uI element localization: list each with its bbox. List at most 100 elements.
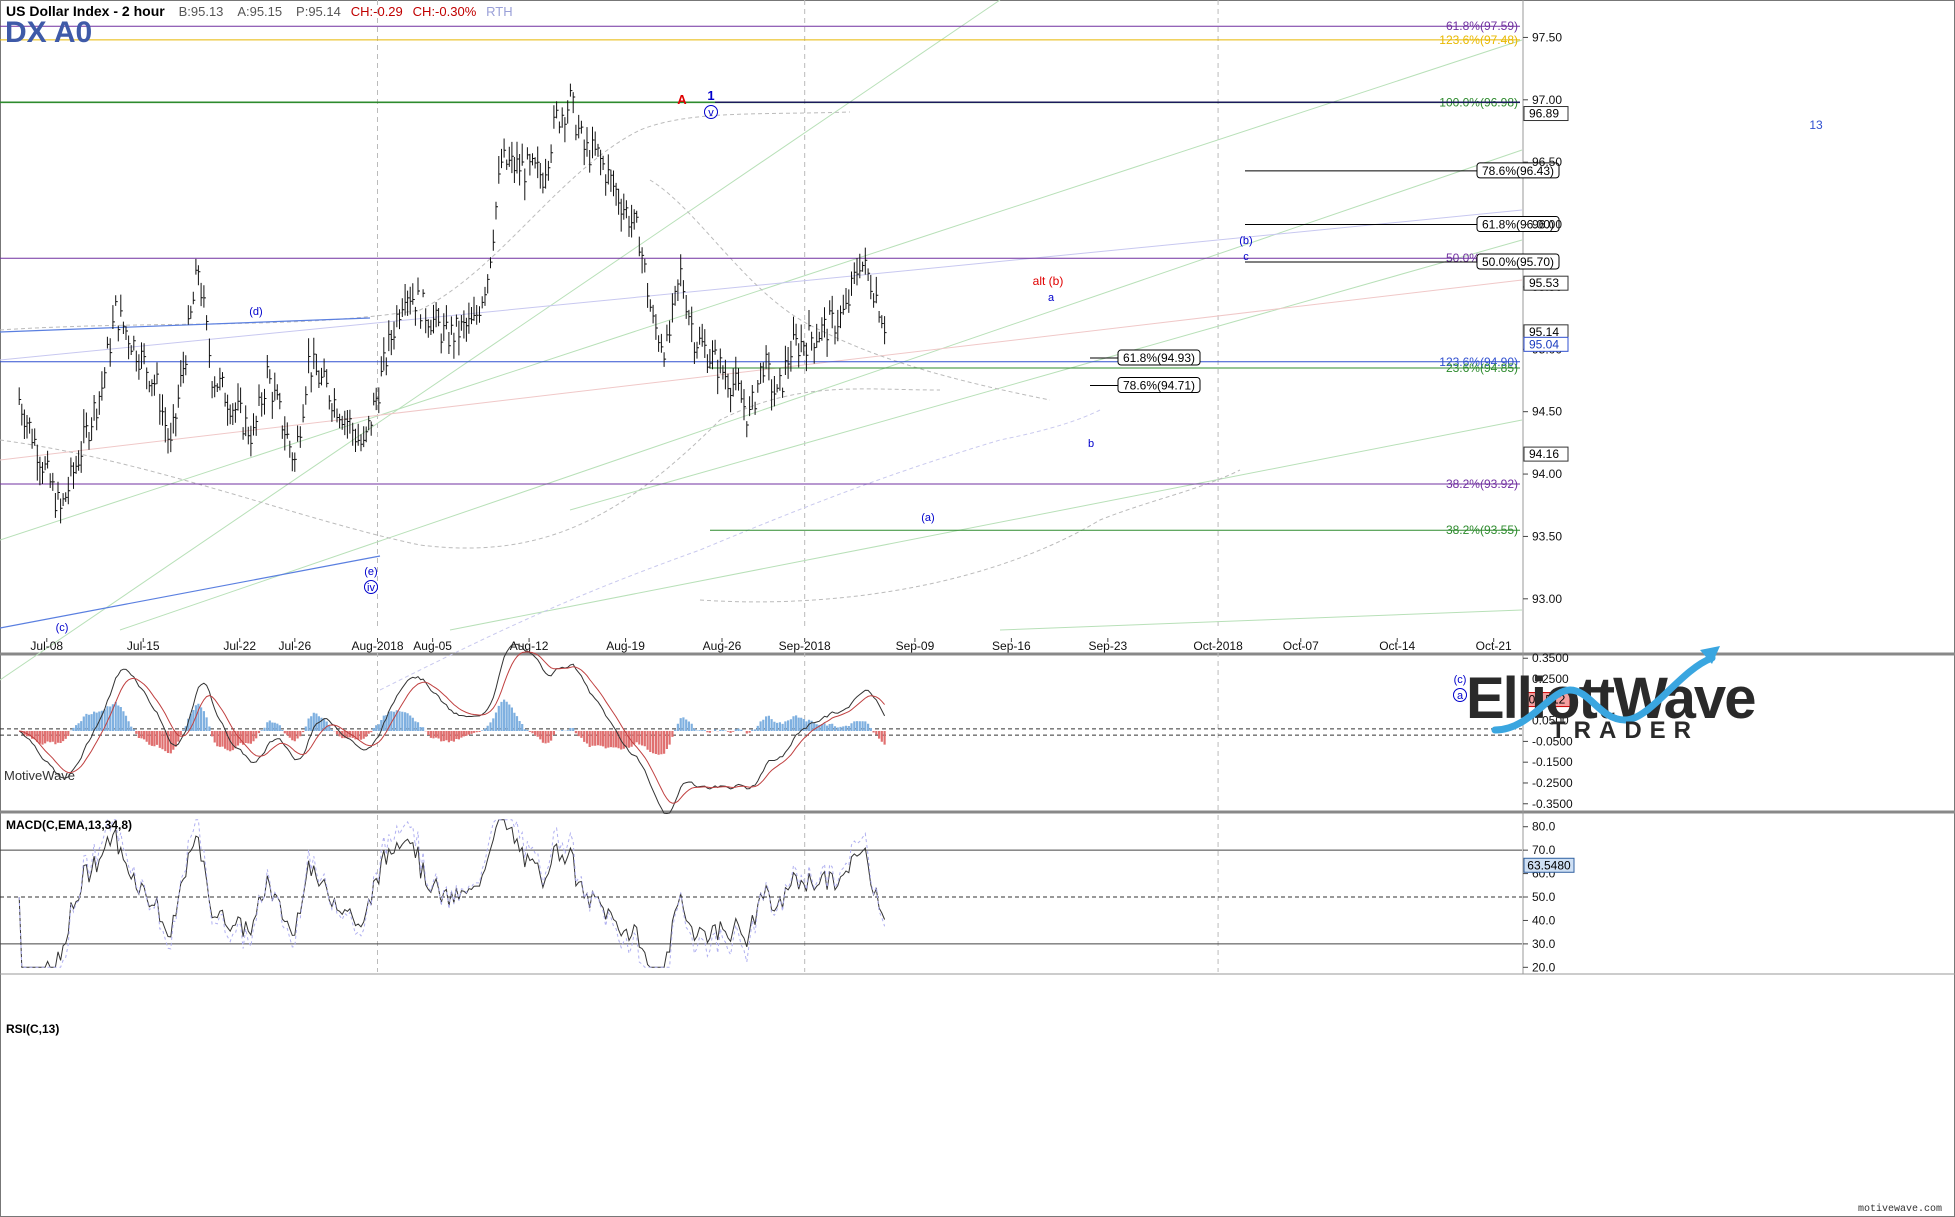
triangle-upper-line <box>0 317 371 333</box>
site-label: motivewave.com <box>1858 1204 1943 1215</box>
x-tick-label: Sep-16 <box>992 639 1031 653</box>
x-tick-label: Sep-23 <box>1088 639 1127 653</box>
session-label: RTH <box>486 4 513 19</box>
bid-value: B:95.13 <box>178 4 224 19</box>
logo-wave-icon <box>1491 654 1716 734</box>
price-marker-label: 95.14 <box>1529 325 1559 339</box>
y-tick-label: 97.50 <box>1532 30 1562 44</box>
wave-label-circle <box>1453 688 1467 702</box>
macd-y-tick-label: -0.3500 <box>1532 797 1573 811</box>
target-label: 61.8%(96.00) <box>1482 218 1554 232</box>
macd-y-tick-label: 0.0500 <box>1532 714 1569 728</box>
channel-line <box>569 239 1523 511</box>
x-tick-label: Aug-19 <box>606 639 645 653</box>
platform-label: MotiveWave <box>4 768 76 783</box>
rsi-y-tick-label: 50.0 <box>1532 890 1556 904</box>
instrument-title: US Dollar Index - 2 hour <box>6 3 165 19</box>
wave-label: alt (b) <box>1033 274 1064 288</box>
macd-y-tick-label: -0.1500 <box>1532 755 1573 769</box>
y-tick-label: 97.00 <box>1532 93 1562 107</box>
macd-y-tick-label: -0.0500 <box>1532 734 1573 748</box>
macd-histogram-positive <box>69 699 872 731</box>
logo-arrow-icon <box>1700 646 1720 664</box>
channel-line <box>0 0 1001 681</box>
band-curve <box>379 409 1101 691</box>
x-tick-label: Jul-15 <box>127 639 160 653</box>
logo-subtext: TRADER <box>1551 717 1699 744</box>
wave-label: (c) <box>56 622 69 634</box>
target-box <box>1476 253 1560 270</box>
fib-level-label: 61.8%(97.59) <box>1446 19 1518 33</box>
y-tick-label: 94.50 <box>1532 405 1562 419</box>
chart-header: US Dollar Index - 2 hour B:95.13 A:95.15… <box>6 3 513 19</box>
rsi-y-tick-label: 20.0 <box>1532 960 1556 974</box>
rsi-y-tick-label: 40.0 <box>1532 913 1556 927</box>
rsi-line <box>18 819 886 968</box>
macd-y-tick-label: 0.2500 <box>1532 672 1569 686</box>
price-marker-label: 94.16 <box>1529 447 1559 461</box>
price-value: P:95.14 <box>296 4 341 19</box>
band-curve <box>0 388 1241 603</box>
price-marker-label: 95.53 <box>1529 276 1559 290</box>
change-percent-value: CH:-0.30% <box>412 4 477 19</box>
macd-title: MACD(C,EMA,13,34,8) <box>6 818 133 832</box>
target-label: 78.6%(96.43) <box>1482 164 1554 178</box>
symbol-label: DX A0 <box>5 16 93 49</box>
wave-label: (c) <box>1454 674 1467 686</box>
channel-line <box>999 609 1523 631</box>
wave-label-circle <box>364 580 378 594</box>
wave-label: (d) <box>249 306 262 318</box>
fib-level-label: 38.2%(93.55) <box>1446 523 1518 537</box>
x-tick-label: Oct-21 <box>1476 639 1512 653</box>
x-tick-label: Aug-05 <box>413 639 452 653</box>
rsi-y-tick-label: 30.0 <box>1532 937 1556 951</box>
target-box <box>1476 162 1560 179</box>
x-tick-label: Aug-2018 <box>351 639 403 653</box>
wave-label: (b) <box>1239 235 1252 247</box>
price-marker-box <box>1523 446 1569 462</box>
y-tick-label: 96.00 <box>1532 218 1562 232</box>
x-tick-label: Oct-2018 <box>1193 639 1243 653</box>
y-tick-label: 94.00 <box>1532 467 1562 481</box>
wave-label: c <box>1243 251 1249 263</box>
target-label: 50.0%(95.70) <box>1482 255 1554 269</box>
macd-line <box>18 643 886 815</box>
wave-label-circle <box>704 105 718 119</box>
target-label: 78.6%(94.71) <box>1123 378 1195 392</box>
macd-y-tick-label: -0.2500 <box>1532 776 1573 790</box>
price-marker-box <box>1523 275 1569 291</box>
price-marker-label: 95.04 <box>1529 337 1559 351</box>
fib-level-label: 123.6%(97.48) <box>1439 33 1518 47</box>
rsi-y-tick-label: 80.0 <box>1532 820 1556 834</box>
wave-label: 1 <box>707 88 714 103</box>
fib-level-label: 123.6%(94.90) <box>1439 355 1518 369</box>
wave-label: (e) <box>364 566 377 578</box>
wave-label: v <box>708 107 714 119</box>
ask-value: A:95.15 <box>237 4 283 19</box>
channel-line <box>449 419 1523 631</box>
price-marker-box <box>1523 336 1569 352</box>
wave-label: iv <box>367 582 375 594</box>
triangle-lower-line <box>0 555 381 629</box>
target-box <box>1476 216 1560 233</box>
trend-channel-line <box>0 209 1523 361</box>
macd-y-tick-label: 0.3500 <box>1532 651 1569 665</box>
x-tick-label: Jul-26 <box>278 639 311 653</box>
x-tick-label: Oct-14 <box>1379 639 1415 653</box>
price-marker-label: 96.89 <box>1529 107 1559 121</box>
x-tick-label: Sep-09 <box>896 639 935 653</box>
x-tick-label: Oct-07 <box>1283 639 1319 653</box>
y-tick-label: 96.50 <box>1532 155 1562 169</box>
x-tick-label: Sep-2018 <box>779 639 831 653</box>
x-tick-label: Jul-22 <box>223 639 256 653</box>
target-box <box>1117 376 1201 393</box>
change-value: CH:-0.29 <box>350 4 403 19</box>
wave-label: b <box>1088 438 1094 450</box>
x-tick-label: Aug-12 <box>510 639 549 653</box>
target-label: 61.8%(94.93) <box>1123 351 1195 365</box>
channel-line <box>119 149 1523 631</box>
wave-label: A <box>677 92 687 107</box>
rsi-value-box <box>1523 857 1575 873</box>
price-marker-box <box>1523 106 1569 122</box>
